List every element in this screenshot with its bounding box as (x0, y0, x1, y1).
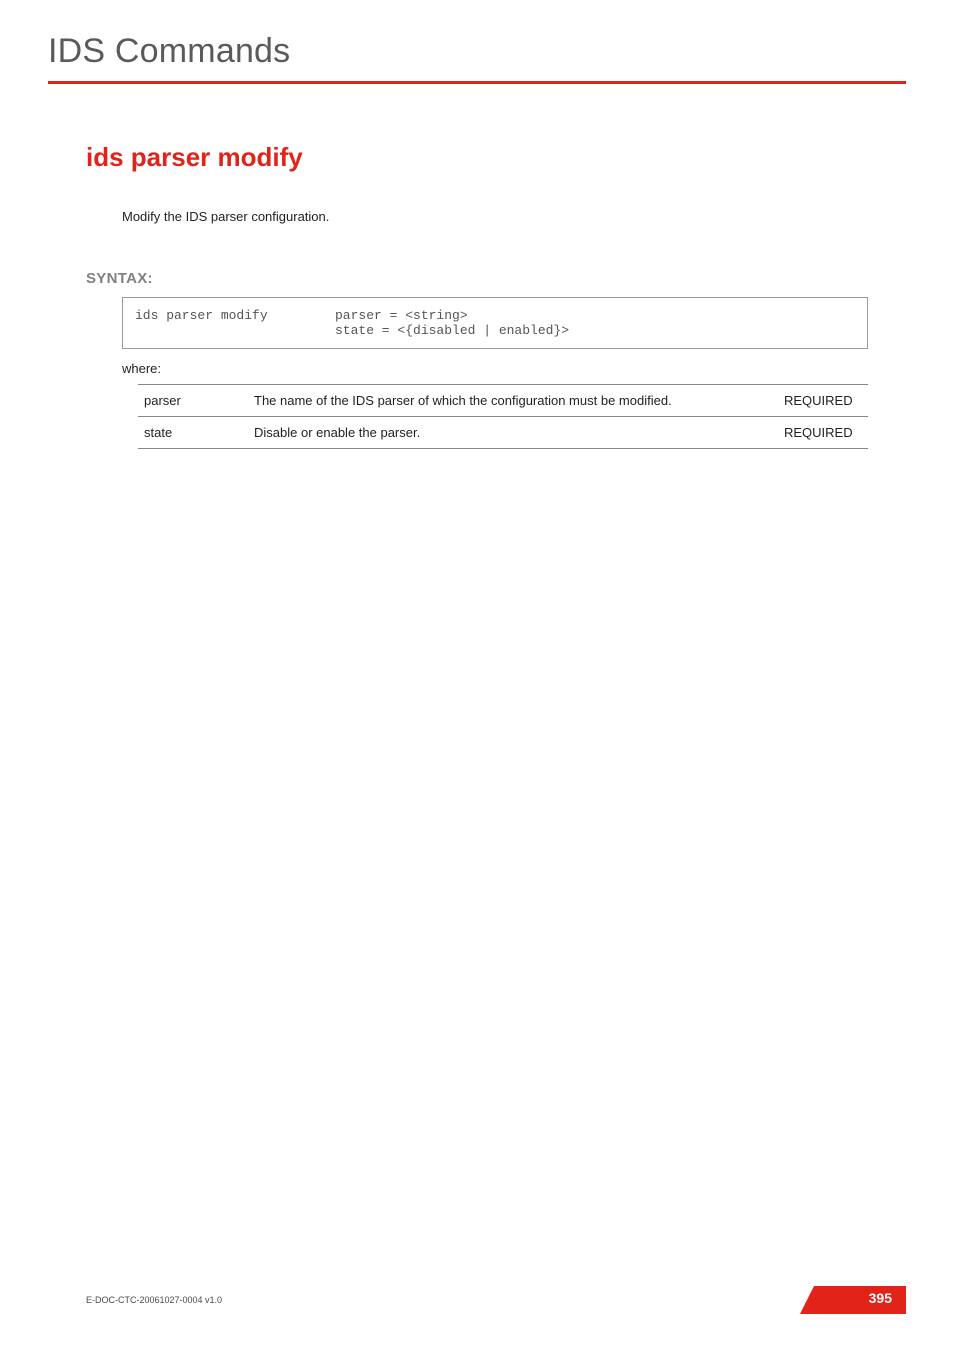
syntax-row: ids parser modify parser = <string> stat… (135, 308, 855, 338)
command-description: Modify the IDS parser configuration. (122, 209, 868, 224)
page-number-badge: 395 (800, 1286, 906, 1314)
header-rule (48, 81, 906, 84)
command-title: ids parser modify (86, 142, 868, 173)
param-table: parser The name of the IDS parser of whi… (138, 384, 868, 449)
doc-id: E-DOC-CTC-20061027-0004 v1.0 (86, 1295, 222, 1305)
table-row: parser The name of the IDS parser of whi… (138, 385, 868, 417)
syntax-box: ids parser modify parser = <string> stat… (122, 297, 868, 349)
syntax-arg-line: state = <{disabled | enabled}> (335, 323, 569, 338)
syntax-command: ids parser modify (135, 308, 335, 338)
param-desc: Disable or enable the parser. (248, 417, 778, 449)
content-area: ids parser modify Modify the IDS parser … (0, 142, 954, 449)
page-number: 395 (869, 1290, 892, 1306)
syntax-label: SYNTAX: (86, 270, 868, 287)
syntax-args: parser = <string> state = <{disabled | e… (335, 308, 569, 338)
param-name: parser (138, 385, 248, 417)
page-header: IDS Commands (0, 0, 954, 84)
page-footer: E-DOC-CTC-20061027-0004 v1.0 395 (86, 1286, 906, 1314)
table-row: state Disable or enable the parser. REQU… (138, 417, 868, 449)
param-name: state (138, 417, 248, 449)
param-required: REQUIRED (778, 417, 868, 449)
param-desc: The name of the IDS parser of which the … (248, 385, 778, 417)
syntax-arg-line: parser = <string> (335, 308, 468, 323)
chapter-title: IDS Commands (48, 32, 906, 71)
where-label: where: (122, 361, 868, 376)
param-required: REQUIRED (778, 385, 868, 417)
